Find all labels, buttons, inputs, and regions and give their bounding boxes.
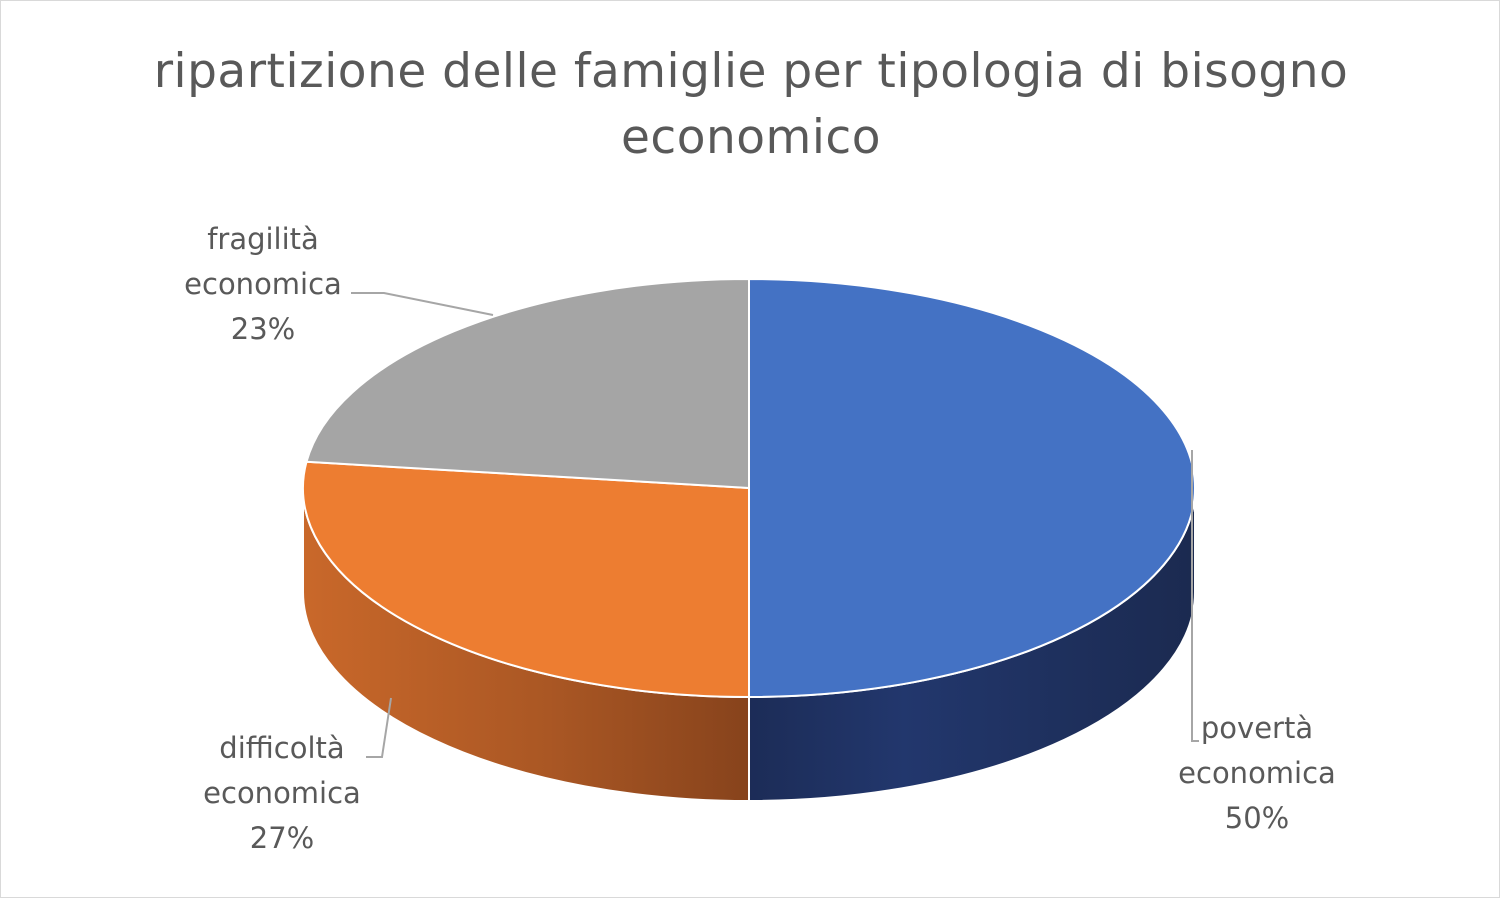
leader-line-difficolta-economica bbox=[366, 697, 392, 758]
data-label-poverta-economica: povertà economica 50% bbox=[1178, 711, 1336, 835]
slice-poverta-economica[interactable] bbox=[748, 278, 1196, 698]
data-label-difficolta-economica: difficoltà economica 27% bbox=[203, 731, 361, 855]
chart-title: ripartizione delle famiglie per tipologi… bbox=[153, 44, 1349, 165]
leader-line-poverta-economica bbox=[1191, 450, 1199, 742]
leader-line-fragilita-economica bbox=[351, 292, 494, 316]
slice-difficolta-economica[interactable] bbox=[301, 460, 750, 698]
slice-fragilita-economica[interactable] bbox=[305, 278, 750, 489]
data-label-fragilita-economica: fragilità economica 23% bbox=[184, 222, 342, 346]
